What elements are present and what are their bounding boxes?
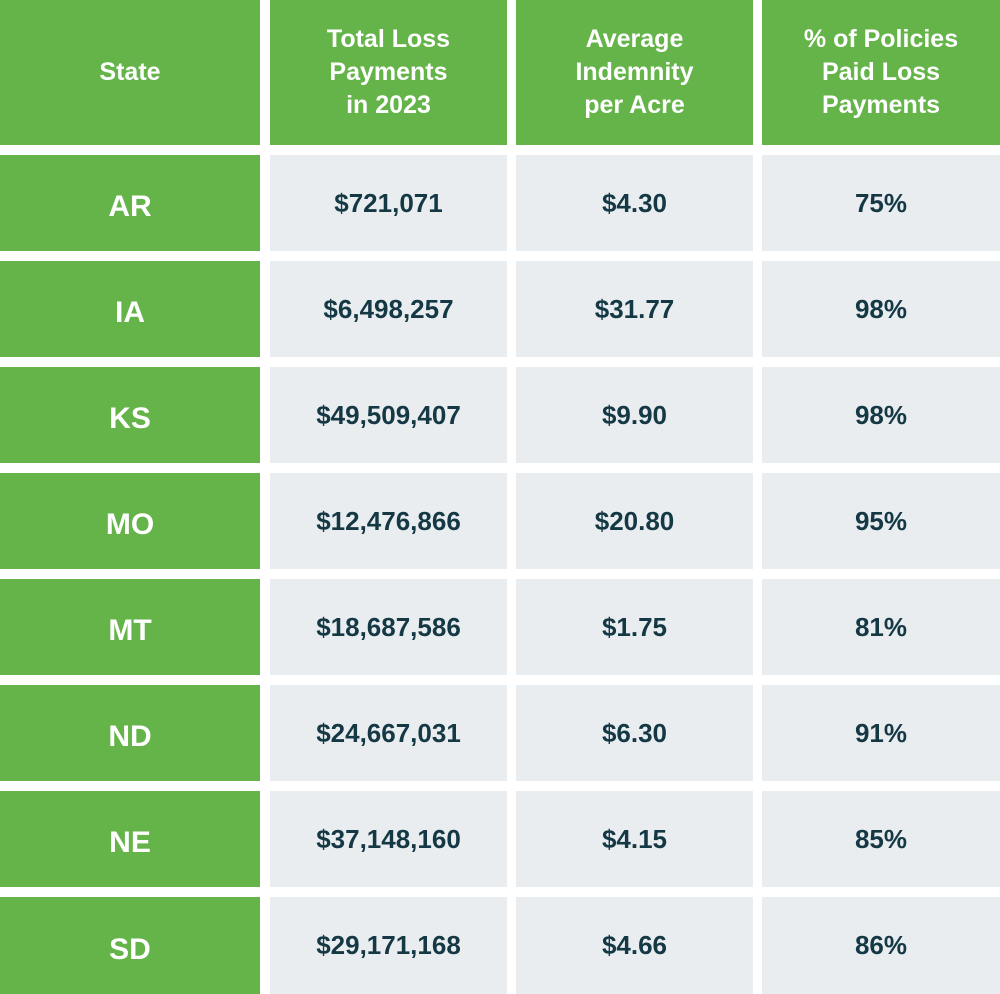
pct-policies-cell: 91% <box>762 685 1000 781</box>
header-avg-indemnity-label: Average Indemnity per Acre <box>575 25 694 119</box>
state-cell: NE <box>0 791 260 887</box>
header-state-label: State <box>99 58 161 86</box>
total-loss-cell: $18,687,586 <box>270 579 507 675</box>
avg-indemnity-cell: $9.90 <box>516 367 753 463</box>
pct-policies-cell: 95% <box>762 473 1000 569</box>
pct-policies-cell: 98% <box>762 367 1000 463</box>
pct-policies-cell: 81% <box>762 579 1000 675</box>
pct-policies-cell: 85% <box>762 791 1000 887</box>
avg-indemnity-cell: $4.15 <box>516 791 753 887</box>
state-cell: AR <box>0 155 260 251</box>
header-pct-policies-label: % of Policies Paid Loss Payments <box>803 25 959 119</box>
total-loss-cell: $12,476,866 <box>270 473 507 569</box>
state-cell: KS <box>0 367 260 463</box>
avg-indemnity-cell: $4.66 <box>516 897 753 994</box>
total-loss-cell: $49,509,407 <box>270 367 507 463</box>
state-label: ND <box>108 720 152 753</box>
header-total-loss: Total Loss Payments in 2023 <box>270 0 507 145</box>
state-cell: SD <box>0 897 260 994</box>
avg-indemnity-cell: $31.77 <box>516 261 753 357</box>
total-loss-cell: $37,148,160 <box>270 791 507 887</box>
total-loss-cell: $6,498,257 <box>270 261 507 357</box>
header-total-loss-label: Total Loss Payments in 2023 <box>326 25 451 119</box>
state-label: IA <box>115 296 145 329</box>
pct-policies-cell: 75% <box>762 155 1000 251</box>
header-avg-indemnity: Average Indemnity per Acre <box>516 0 753 145</box>
state-label: MO <box>105 508 155 541</box>
pct-policies-cell: 98% <box>762 261 1000 357</box>
avg-indemnity-cell: $6.30 <box>516 685 753 781</box>
pct-policies-cell: 86% <box>762 897 1000 994</box>
state-label: SD <box>109 932 151 966</box>
state-cell: ND <box>0 685 260 781</box>
state-cell: MO <box>0 473 260 569</box>
state-label: KS <box>109 402 151 435</box>
avg-indemnity-cell: $1.75 <box>516 579 753 675</box>
total-loss-cell: $24,667,031 <box>270 685 507 781</box>
state-label: AR <box>108 190 152 223</box>
avg-indemnity-cell: $4.30 <box>516 155 753 251</box>
header-pct-policies: % of Policies Paid Loss Payments <box>762 0 1000 145</box>
state-cell: MT <box>0 579 260 675</box>
state-cell: IA <box>0 261 260 357</box>
total-loss-cell: $721,071 <box>270 155 507 251</box>
avg-indemnity-cell: $20.80 <box>516 473 753 569</box>
state-label: NE <box>109 826 151 859</box>
header-state: State <box>0 0 260 145</box>
state-label: MT <box>108 614 152 647</box>
total-loss-cell: $29,171,168 <box>270 897 507 994</box>
